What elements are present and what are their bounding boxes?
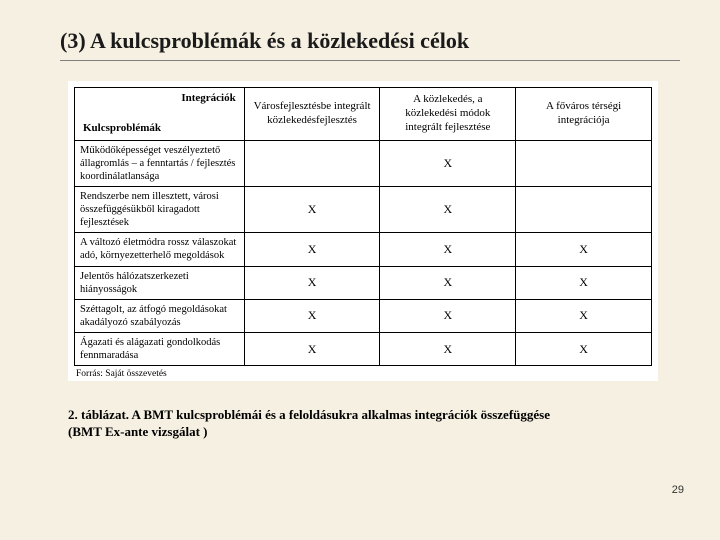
- caption-line2: (BMT Ex-ante vizsgálat ): [68, 424, 208, 439]
- cell-mark: X: [244, 333, 380, 366]
- row-label: A változó életmódra rossz válaszokat adó…: [75, 233, 245, 266]
- cell-mark: X: [244, 186, 380, 232]
- table-row: Ágazati és alágazati gondolkodás fennmar…: [75, 333, 652, 366]
- cell-mark: X: [380, 333, 516, 366]
- caption: 2. táblázat. A BMT kulcsproblémái és a f…: [68, 407, 680, 441]
- row-label: Működőképességet veszélyeztető állagroml…: [75, 140, 245, 186]
- matrix-table: Integrációk Kulcsproblémák Városfejleszt…: [74, 87, 652, 366]
- cell-mark: X: [244, 266, 380, 299]
- col-header-2: A közlekedés, a közlekedési módok integr…: [380, 88, 516, 141]
- title-underline: [60, 60, 680, 61]
- caption-line1: 2. táblázat. A BMT kulcsproblémái és a f…: [68, 407, 550, 422]
- cell-mark: X: [380, 186, 516, 232]
- cell-mark: X: [516, 299, 652, 332]
- cell-mark: X: [380, 233, 516, 266]
- cell-mark: X: [516, 233, 652, 266]
- corner-bottom-label: Kulcsproblémák: [83, 114, 236, 136]
- corner-header: Integrációk Kulcsproblémák: [75, 88, 245, 141]
- table-row: A változó életmódra rossz válaszokat adó…: [75, 233, 652, 266]
- cell-mark: [516, 140, 652, 186]
- row-label: Ágazati és alágazati gondolkodás fennmar…: [75, 333, 245, 366]
- cell-mark: X: [380, 299, 516, 332]
- table-row: Széttagolt, az átfogó megoldásokat akadá…: [75, 299, 652, 332]
- col-header-1: Városfejlesztésbe integrált közlekedésfe…: [244, 88, 380, 141]
- slide-title: (3) A kulcsproblémák és a közlekedési cé…: [60, 28, 680, 54]
- table-source: Forrás: Saját összevetés: [76, 369, 652, 379]
- cell-mark: [516, 186, 652, 232]
- cell-mark: X: [516, 266, 652, 299]
- cell-mark: X: [244, 299, 380, 332]
- table-row: Működőképességet veszélyeztető állagroml…: [75, 140, 652, 186]
- cell-mark: X: [516, 333, 652, 366]
- cell-mark: [244, 140, 380, 186]
- page-number: 29: [672, 484, 684, 496]
- row-label: Rendszerbe nem illesztett, városi összef…: [75, 186, 245, 232]
- table-container: Integrációk Kulcsproblémák Városfejleszt…: [68, 81, 658, 381]
- cell-mark: X: [244, 233, 380, 266]
- table-row: Jelentős hálózatszerkezeti hiányosságok …: [75, 266, 652, 299]
- col-header-3: A főváros térségi integrációja: [516, 88, 652, 141]
- table-row: Rendszerbe nem illesztett, városi összef…: [75, 186, 652, 232]
- row-label: Jelentős hálózatszerkezeti hiányosságok: [75, 266, 245, 299]
- cell-mark: X: [380, 266, 516, 299]
- corner-top-label: Integrációk: [83, 92, 236, 114]
- row-label: Széttagolt, az átfogó megoldásokat akadá…: [75, 299, 245, 332]
- cell-mark: X: [380, 140, 516, 186]
